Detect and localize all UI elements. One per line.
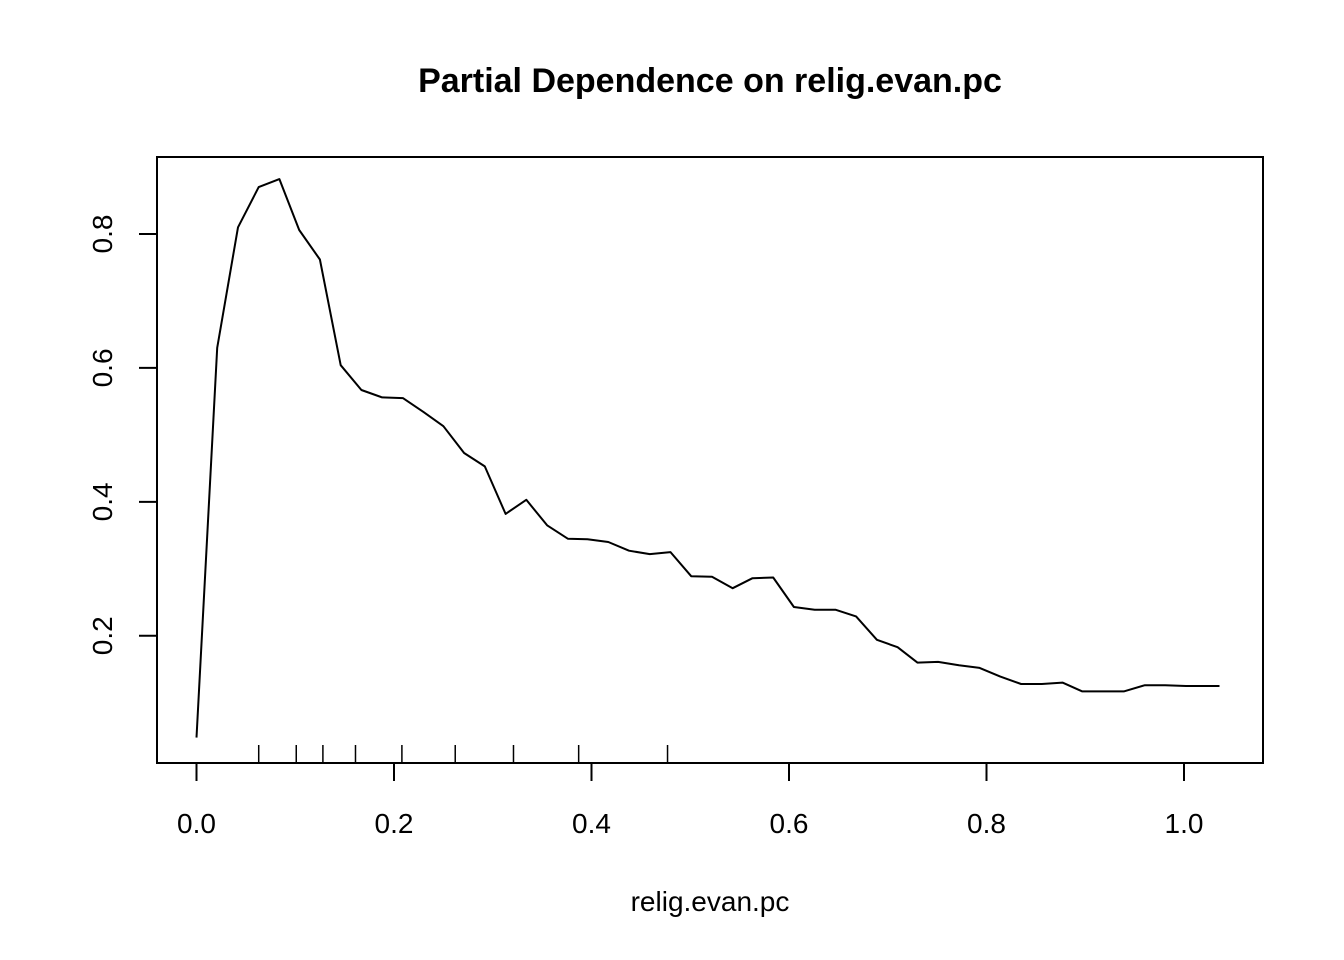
x-axis: 0.0 0.2 0.4 0.6 0.8 1.0 [177, 762, 1204, 839]
chart-title: Partial Dependence on relig.evan.pc [418, 62, 1002, 100]
x-tick-label: 0.8 [967, 808, 1006, 839]
plot-area-frame [156, 156, 1264, 764]
x-tick-label: 0.2 [375, 808, 414, 839]
y-tick-label: 0.4 [87, 482, 118, 521]
y-axis: 0.2 0.4 0.6 0.8 [87, 215, 158, 655]
x-tick-label: 0.0 [177, 808, 216, 839]
y-tick-label: 0.6 [87, 348, 118, 387]
series-line [195, 178, 1220, 738]
x-axis-title: relig.evan.pc [631, 886, 790, 917]
x-tick-label: 0.6 [770, 808, 809, 839]
y-tick-label: 0.8 [87, 215, 118, 254]
x-tick-label: 0.4 [572, 808, 611, 839]
y-tick-label: 0.2 [87, 616, 118, 655]
rug-marks [257, 745, 669, 763]
series-group [195, 178, 1220, 738]
x-tick-label: 1.0 [1165, 808, 1204, 839]
